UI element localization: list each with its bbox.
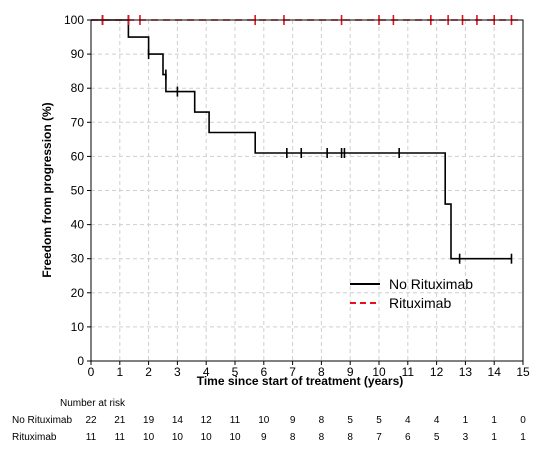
risk-value: 8 [319,432,325,443]
risk-value: 11 [86,432,97,443]
y-tick-label: 20 [71,286,85,300]
x-tick-label: 6 [260,365,267,379]
risk-value: 9 [290,415,296,426]
risk-value: 11 [230,415,241,426]
risk-value: 14 [172,415,184,426]
x-tick-label: 4 [203,365,210,379]
y-tick-label: 60 [71,149,85,163]
y-axis-ticks: 0 10 20 30 40 50 60 70 80 90 100 [64,13,91,368]
y-axis-title: Freedom from progression (%) [40,102,54,277]
x-tick-label: 5 [232,365,239,379]
risk-value: 1 [491,415,497,426]
risk-value: 6 [405,432,411,443]
x-tick-label: 14 [488,365,502,379]
y-tick-label: 30 [71,252,85,266]
x-tick-label: 7 [289,365,296,379]
risk-value: 7 [376,432,382,443]
risk-value: 12 [201,415,213,426]
risk-value: 1 [491,432,497,443]
legend: No Rituximab Rituximab [350,276,473,311]
risk-value: 21 [114,415,126,426]
x-tick-label: 3 [174,365,181,379]
y-tick-label: 90 [71,47,85,61]
risk-table-title: Number at risk [60,398,126,409]
risk-value: 9 [261,432,267,443]
x-tick-label: 2 [145,365,152,379]
x-axis-title: Time since start of treatment (years) [197,374,404,388]
x-tick-label: 0 [88,365,95,379]
x-tick-label: 8 [318,365,325,379]
plot-frame [90,19,524,362]
risk-row-label-no-rituximab: No Rituximab [12,415,72,426]
x-tick-label: 1 [116,365,123,379]
risk-value: 22 [85,415,97,426]
y-tick-label: 0 [77,354,84,368]
x-tick-label: 13 [459,365,473,379]
y-tick-label: 10 [71,320,85,334]
risk-value: 4 [405,415,411,426]
risk-value: 10 [201,432,213,443]
risk-value: 5 [347,415,353,426]
risk-value: 10 [229,432,241,443]
y-tick-label: 100 [64,13,84,27]
risk-value: 5 [376,415,382,426]
y-tick-label: 70 [71,115,85,129]
risk-value: 8 [347,432,353,443]
x-axis-ticks: 0 1 2 3 4 5 6 7 8 9 10 11 12 13 14 15 [88,361,530,379]
risk-value: 3 [463,432,469,443]
risk-value: 5 [434,432,440,443]
legend-label-rituximab: Rituximab [389,295,451,311]
risk-value: 11 [115,432,126,443]
risk-value: 0 [520,415,526,426]
risk-value: 1 [520,432,526,443]
risk-value: 8 [319,415,325,426]
risk-values: 22 21 19 14 12 11 10 9 8 5 5 4 4 1 1 011 11 10 10 10 10 9 8 8 8 7… [85,415,526,443]
x-tick-label: 11 [402,365,415,379]
legend-label-no-rituximab: No Rituximab [389,276,473,292]
x-tick-label: 10 [372,365,386,379]
risk-value: 10 [258,415,270,426]
x-tick-label: 9 [347,365,354,379]
series-layer [91,15,523,264]
risk-value: 19 [143,415,155,426]
risk-value: 4 [434,415,440,426]
risk-value: 1 [463,415,469,426]
risk-value: 10 [143,432,155,443]
series-line-no-rituximab [91,19,512,260]
y-tick-label: 40 [71,218,85,232]
x-tick-label: 15 [516,365,530,379]
risk-row-label-rituximab: Rituximab [12,432,57,443]
grid [90,19,524,362]
risk-value: 8 [290,432,296,443]
risk-value: 10 [172,432,184,443]
y-tick-label: 80 [71,81,85,95]
x-tick-label: 12 [430,365,444,379]
y-tick-label: 50 [71,184,85,198]
